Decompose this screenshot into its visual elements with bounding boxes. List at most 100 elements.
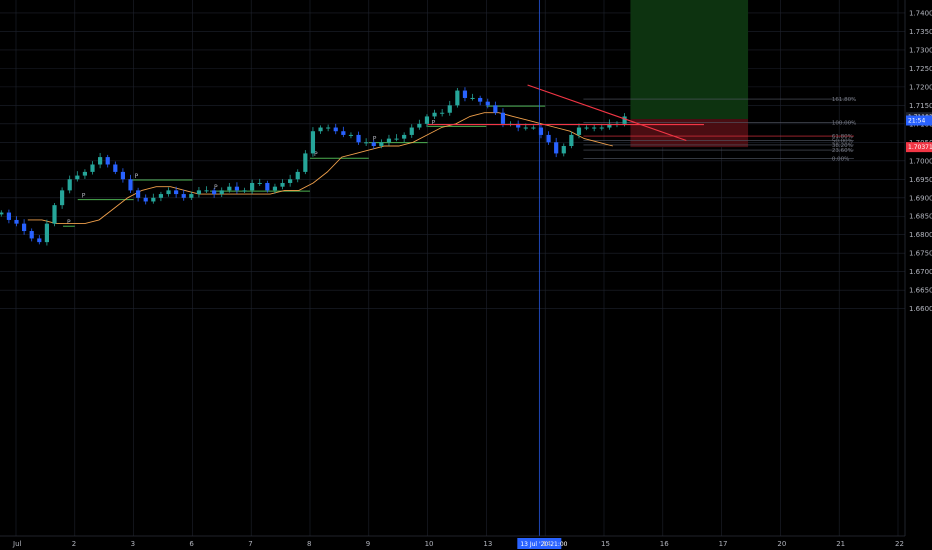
candle-body <box>288 179 293 183</box>
price-tick-label: 1.72500 <box>909 65 932 73</box>
pivot-label: P <box>373 136 377 143</box>
candle-body <box>0 212 4 215</box>
candle-body <box>356 134 361 143</box>
candle-body <box>29 231 34 239</box>
time-tick-label: 21 <box>836 540 845 548</box>
candle-body <box>189 194 194 198</box>
candle-body <box>136 190 141 198</box>
candle-body <box>295 171 300 180</box>
candle-body <box>348 134 354 136</box>
trendlines[interactable] <box>427 84 704 141</box>
time-tick-label: 15 <box>601 540 610 548</box>
price-axis[interactable]: 1.74000 1.73500 1.73000 1.72500 1.72000 1.715… <box>904 0 932 536</box>
candle-body <box>143 197 148 202</box>
price-tick-label: 1.68000 <box>909 231 932 239</box>
fib-level-label: 38.20% <box>832 143 853 149</box>
candle-body <box>303 153 308 172</box>
candle-body <box>364 142 369 144</box>
price-tick-label: 1.67000 <box>909 268 932 276</box>
candle-body <box>607 123 612 128</box>
time-tick-label: 10 <box>425 540 434 548</box>
candle-body <box>204 190 209 192</box>
price-tick-label: 1.69500 <box>909 176 932 184</box>
candle-body <box>379 142 384 147</box>
candle-body <box>90 164 95 172</box>
candle-body <box>592 127 597 129</box>
candle-body <box>440 112 445 114</box>
candle-body <box>538 127 544 135</box>
fib-level-label: 100.00% <box>832 121 856 127</box>
candle-body <box>432 112 437 117</box>
candle-body <box>212 190 217 195</box>
price-tick-label: 1.72000 <box>909 83 932 91</box>
candle-body <box>554 142 559 154</box>
candle-body <box>181 194 186 198</box>
moving-average <box>27 112 613 225</box>
candle-body <box>128 179 133 191</box>
candle-body <box>310 131 316 154</box>
time-tick-label: 16 <box>660 540 669 548</box>
pivot-label: P <box>214 184 218 191</box>
price-tick-label: 1.73000 <box>909 46 932 54</box>
candle-body <box>516 123 521 128</box>
candle-body <box>462 90 468 98</box>
ma-line <box>27 112 613 225</box>
candle-body <box>166 190 171 195</box>
fib-level-label: 61.80% <box>832 134 853 140</box>
candle-body <box>500 112 506 124</box>
price-tick-label: 1.66500 <box>909 287 932 295</box>
stop-price-tag: 1.70371 <box>908 144 932 151</box>
time-axis[interactable]: Jul 2 3 6 7 8 9 10 13 14 15 16 17 20 21 22 <box>0 535 905 548</box>
time-tick-label: 8 <box>307 540 311 548</box>
trendline <box>527 84 687 141</box>
price-tick-label: 1.71500 <box>909 102 932 110</box>
candle-body <box>493 105 498 113</box>
price-tick-label: 1.66000 <box>909 305 932 313</box>
time-tick-label: 3 <box>131 540 135 548</box>
fibonacci-retracement[interactable]: 161.80% 100.00% 61.80%50.00%38.20%23.60% 0.… <box>583 97 856 163</box>
candle-body <box>14 219 19 224</box>
candle-body <box>82 171 88 176</box>
crosshair: 13 Jul '20 21:00 <box>517 0 568 549</box>
fib-level-label: 23.60% <box>832 148 853 154</box>
candle-body <box>531 127 536 129</box>
pivot-label: P <box>432 119 436 126</box>
candle-body <box>272 186 278 191</box>
time-tick-label: 6 <box>189 540 194 548</box>
candle-body <box>265 182 270 191</box>
candle-body <box>219 190 224 195</box>
candle-body <box>257 182 262 184</box>
fib-level-label: 50.00% <box>832 138 853 144</box>
pivot-label: P <box>67 219 71 226</box>
candle-body <box>402 134 407 139</box>
price-tick-label: 1.74000 <box>909 9 932 17</box>
candle-body <box>409 127 414 135</box>
candle-body <box>60 190 65 206</box>
candle-body <box>52 205 57 224</box>
candle-body <box>417 123 422 128</box>
candle-body <box>424 116 430 124</box>
pivot-label: P <box>135 173 139 180</box>
pivot-label: P <box>82 193 86 200</box>
candle-body <box>67 179 72 191</box>
candle-body <box>75 175 80 180</box>
candle-body <box>455 90 460 106</box>
candle-body <box>333 127 338 132</box>
candle-body <box>326 127 331 129</box>
chart-grid <box>0 0 905 536</box>
price-tick-label: 1.70000 <box>909 157 932 165</box>
candle-body <box>242 190 247 192</box>
price-tags: 1.7118321:541.70371 <box>906 112 932 153</box>
candle-body <box>599 127 604 129</box>
candle-body <box>341 131 346 135</box>
candle-body <box>250 182 255 191</box>
time-tick-label: 13 <box>483 540 492 548</box>
time-tick-label: 14 <box>542 540 551 548</box>
candle-body <box>447 105 452 113</box>
target-zone <box>630 0 749 120</box>
crosshair-time-tag <box>517 538 562 549</box>
pivot-levels: P P P P P P P <box>63 105 546 227</box>
pivot-label: P <box>314 151 318 158</box>
candle-body <box>318 127 323 132</box>
